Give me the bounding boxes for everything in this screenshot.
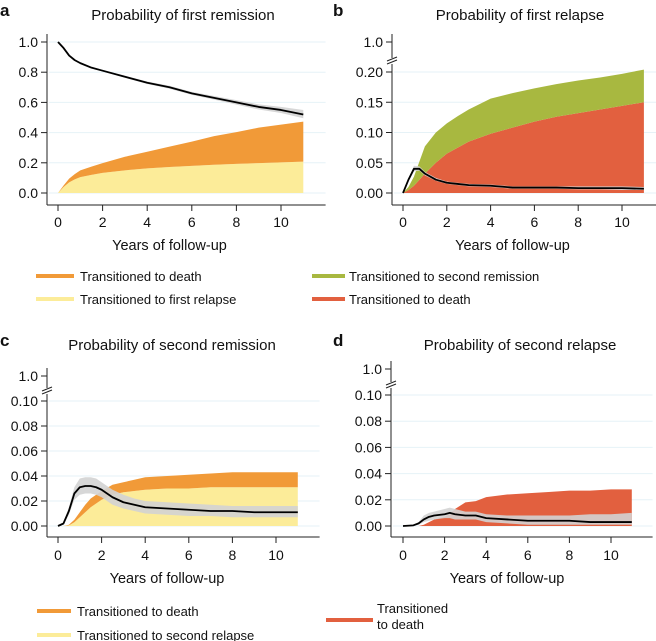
x-axis-title: Years of follow-up <box>110 571 225 587</box>
y-tick-label: 0.2 <box>19 155 39 171</box>
legend-label: Transitioned to second remission <box>349 269 539 284</box>
axis-break-mark <box>41 386 53 392</box>
y-tick-label: 0.04 <box>355 466 382 482</box>
y-tick-label: 0.08 <box>355 413 382 429</box>
axis-break-mark <box>386 59 398 65</box>
x-tick-label: 6 <box>531 214 539 230</box>
x-tick-label: 4 <box>487 214 495 230</box>
x-tick-label: 0 <box>399 214 407 230</box>
legend-label: Transitioned to death <box>377 601 448 632</box>
y-tick-label: 0.04 <box>11 468 38 484</box>
x-tick-label: 2 <box>443 214 451 230</box>
x-tick-label: 10 <box>614 214 630 230</box>
legend: Transitioned to second remission Transiti… <box>312 269 539 307</box>
axis-break-mark <box>385 380 397 386</box>
y-tick-label: 0.02 <box>11 493 38 509</box>
y-tick-label: 0.4 <box>19 125 39 141</box>
x-tick-label: 8 <box>566 547 574 563</box>
legend-label: Transitioned to death <box>349 292 471 307</box>
x-tick-label: 10 <box>603 547 619 563</box>
panel-letter: d <box>333 331 343 350</box>
panel-title: Probability of second relapse <box>424 337 617 354</box>
x-axis-title: Years of follow-up <box>112 238 227 254</box>
probability-line <box>402 167 644 194</box>
panel-d: d Probability of second relapse 1.0 0.00 0.0… <box>326 331 653 632</box>
y-tick-label: 0.00 <box>356 185 383 201</box>
panel-title: Probability of first relapse <box>436 7 604 24</box>
confidence-band <box>58 42 304 119</box>
y-tick-label: 0.06 <box>355 439 382 455</box>
area-transitioned-to-death <box>58 121 304 193</box>
y-tick-label: 0.10 <box>355 387 382 403</box>
y-tick-label: 0.20 <box>356 64 383 80</box>
x-tick-label: 8 <box>574 214 582 230</box>
y-tick-label: 0.00 <box>11 518 38 534</box>
x-tick-label: 8 <box>229 547 237 563</box>
legend-label: Transitioned to death <box>77 604 199 619</box>
x-tick-label: 0 <box>54 214 62 230</box>
x-tick-label: 2 <box>99 214 107 230</box>
area-transitioned-to-second-remission <box>403 69 644 193</box>
legend: Transitioned to death <box>326 601 448 632</box>
panel-letter: b <box>333 1 343 20</box>
x-tick-label: 6 <box>188 214 196 230</box>
probability-line <box>57 41 304 116</box>
panel-a: a Probability of first remission 0.0 0.2 0.4… <box>0 1 326 307</box>
x-tick-label: 8 <box>233 214 241 230</box>
x-tick-label: 6 <box>185 547 193 563</box>
y-tick-label: 0.15 <box>356 94 383 110</box>
legend-label: Transitioned to second relapse <box>77 628 254 641</box>
y-tick-label: 0.10 <box>356 125 383 141</box>
panel-c: c Probability of second remission 1.0 0.00 0… <box>0 331 320 641</box>
confidence-band <box>58 477 298 526</box>
probability-line <box>402 512 632 527</box>
panel-b: b Probability of first relapse 1.0 0.00 0.05… <box>312 1 656 307</box>
x-tick-label: 6 <box>524 547 532 563</box>
y-tick-label: 0.06 <box>11 443 38 459</box>
x-tick-label: 10 <box>273 214 289 230</box>
axis-break-mark <box>385 383 397 389</box>
y-tick-label: 0.6 <box>19 94 39 110</box>
x-tick-label: 2 <box>441 547 449 563</box>
y-tick-label: 1.0 <box>363 361 383 377</box>
y-tick-label: 0.0 <box>19 185 39 201</box>
y-tick-label: 1.0 <box>19 368 39 384</box>
legend: Transitioned to death Transitioned to fir… <box>36 269 236 307</box>
area-transitioned-to-death <box>403 102 644 193</box>
area-transitioned-to-first-relapse <box>58 161 304 193</box>
probability-line <box>57 485 298 527</box>
y-tick-label: 0.8 <box>19 64 39 80</box>
x-tick-label: 4 <box>141 547 149 563</box>
y-tick-label: 0.05 <box>356 155 383 171</box>
panel-letter: c <box>0 331 9 350</box>
legend-label: Transitioned to first relapse <box>80 292 236 307</box>
axis-break-mark <box>386 56 398 62</box>
axis-break-mark <box>41 389 53 395</box>
x-tick-label: 2 <box>98 547 106 563</box>
x-axis-title: Years of follow-up <box>455 238 570 254</box>
legend: Transitioned to death Transitioned to sec… <box>37 604 254 641</box>
panel-title: Probability of second remission <box>68 337 276 354</box>
y-tick-label: 1.0 <box>364 34 384 50</box>
x-tick-label: 0 <box>54 547 62 563</box>
x-axis-title: Years of follow-up <box>450 571 565 587</box>
y-tick-label: 0.10 <box>11 393 38 409</box>
x-tick-label: 4 <box>482 547 490 563</box>
legend-label: Transitioned to death <box>80 269 202 284</box>
panel-title: Probability of first remission <box>91 7 274 24</box>
y-tick-label: 1.0 <box>19 34 39 50</box>
x-tick-label: 4 <box>143 214 151 230</box>
x-tick-label: 10 <box>268 547 284 563</box>
y-tick-label: 0.02 <box>355 492 382 508</box>
y-tick-label: 0.08 <box>11 418 38 434</box>
area-transitioned-to-death <box>58 472 298 526</box>
panel-letter: a <box>0 1 10 20</box>
y-tick-label: 0.00 <box>355 518 382 534</box>
x-tick-label: 0 <box>399 547 407 563</box>
